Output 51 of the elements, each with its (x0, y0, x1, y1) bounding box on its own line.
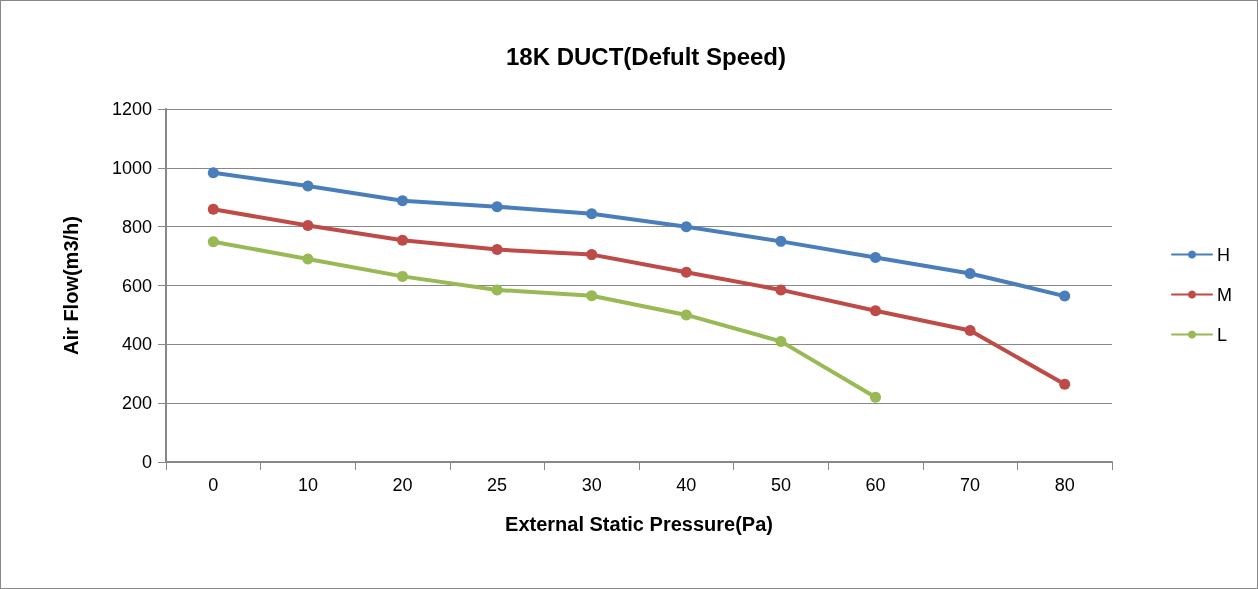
point (680, 266, 692, 278)
point (775, 284, 787, 296)
point (302, 253, 314, 265)
point (397, 270, 408, 282)
point (870, 252, 881, 264)
point (870, 305, 881, 317)
point (964, 325, 976, 336)
y-tick-label: 200 (121, 393, 152, 414)
point (207, 236, 219, 248)
point (302, 219, 314, 231)
x-tick-label: 25 (487, 475, 508, 495)
chart-title: 18K DUCT(Defult Speed) (505, 42, 787, 70)
point (964, 267, 976, 279)
point (491, 284, 503, 296)
y-axis-title: Air Flow(m3/h) (60, 216, 82, 355)
point (586, 290, 598, 302)
y-tick-label: 1200 (111, 99, 152, 119)
x-tick-label: 20 (392, 475, 413, 495)
legend-label: L (1217, 324, 1228, 345)
point (586, 249, 598, 261)
x-tick-label: 80 (1054, 475, 1075, 495)
point (586, 208, 598, 220)
point (680, 309, 692, 321)
legend-label: M (1217, 284, 1233, 305)
point (1059, 378, 1071, 390)
point (491, 244, 503, 256)
point (302, 180, 314, 192)
x-tick-label: 60 (865, 475, 886, 495)
point (1059, 290, 1071, 302)
point (775, 235, 787, 247)
x-tick-label: 0 (208, 475, 219, 495)
y-tick-label: 600 (121, 275, 152, 296)
x-tick-label: 10 (297, 475, 318, 495)
x-tick-label: 50 (770, 475, 791, 495)
point (870, 391, 881, 403)
y-tick-label: 0 (141, 452, 152, 472)
x-axis-title: External Static Pressure(Pa) (505, 513, 773, 535)
point (207, 167, 219, 179)
legend-label: H (1217, 244, 1231, 265)
x-tick-label: 70 (960, 475, 981, 495)
x-tick-label: 40 (676, 475, 697, 495)
y-tick-label: 1000 (111, 157, 152, 178)
y-tick-label: 400 (121, 334, 152, 355)
x-tick-label: 30 (581, 475, 602, 495)
point (207, 203, 219, 215)
point (397, 195, 408, 207)
point (680, 221, 692, 233)
point (397, 234, 408, 246)
point (775, 335, 787, 347)
y-tick-label: 800 (121, 216, 152, 237)
point (491, 201, 503, 213)
